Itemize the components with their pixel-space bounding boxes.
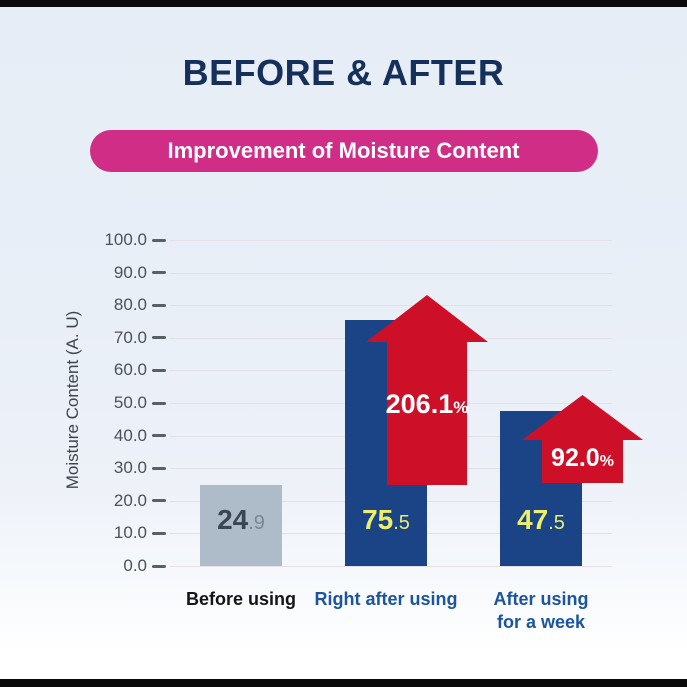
y-tick-label: 80.0 (113, 295, 147, 315)
y-tick-label: 10.0 (113, 523, 147, 543)
y-tick-label: 90.0 (113, 262, 147, 282)
y-tick-label: 30.0 (113, 458, 147, 478)
bar-value: 24.9 (217, 503, 265, 535)
y-tick-dash (152, 303, 166, 307)
y-tick-dash (152, 271, 166, 275)
y-tick-label: 60.0 (113, 360, 147, 380)
y-tick-dash (152, 238, 166, 242)
y-tick-label: 100.0 (104, 230, 147, 249)
y-tick-dash (152, 499, 166, 503)
y-tick-label: 0.0 (123, 556, 147, 575)
increase-percent-label: 206.1% (385, 389, 469, 419)
y-tick-dash (152, 466, 166, 470)
subtitle-pill: Improvement of Moisture Content (89, 130, 598, 172)
y-tick-dash (152, 531, 166, 535)
y-tick-label: 40.0 (113, 425, 147, 445)
y-tick-label: 20.0 (113, 490, 147, 510)
y-gridline (170, 566, 612, 567)
y-gridline (170, 305, 612, 307)
x-category-label: Before using (185, 589, 296, 609)
y-tick-dash (152, 434, 166, 438)
x-category-label: After using for a week (493, 589, 589, 632)
y-gridline (170, 272, 612, 274)
bar-value: 75.5 (362, 503, 410, 535)
y-tick-dash (152, 564, 166, 568)
y-gridline (170, 240, 612, 241)
y-tick-dash (152, 368, 166, 372)
y-tick-label: 50.0 (113, 393, 147, 412)
y-tick-label: 70.0 (113, 327, 147, 347)
bar: 24.9 (200, 484, 282, 566)
page-title: BEFORE & AFTER (182, 52, 505, 93)
x-category-label: Right after using (314, 589, 458, 609)
y-tick-dash (152, 401, 166, 405)
increase-percent-label: 92.0% (551, 444, 614, 472)
bar-value: 47.5 (517, 503, 565, 535)
bottom-border-bar (0, 679, 687, 687)
increase-arrow-icon (522, 395, 643, 483)
increase-arrow-icon (366, 295, 488, 485)
top-border-bar (0, 0, 687, 7)
y-tick-dash (152, 336, 166, 340)
